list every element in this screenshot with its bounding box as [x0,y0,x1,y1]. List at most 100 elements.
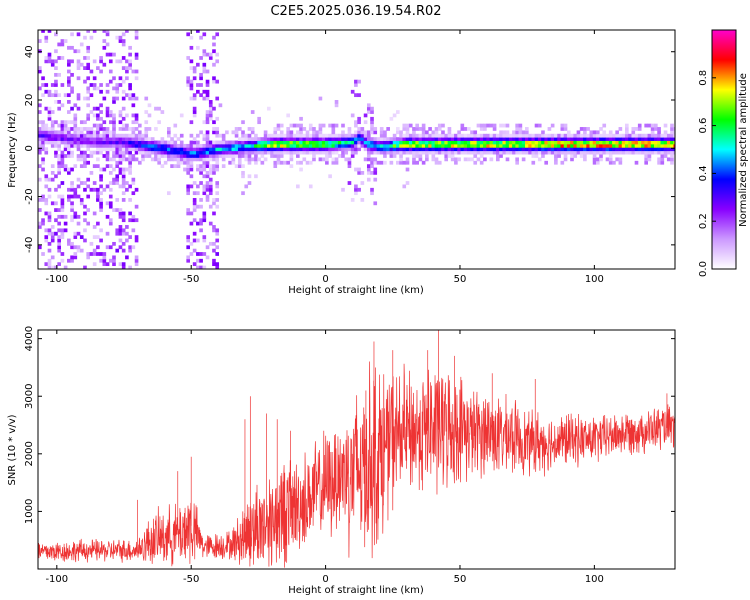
heatmap-cell [612,143,616,148]
heatmap-cell [608,150,613,155]
heatmap-cell [73,255,78,260]
heatmap-cell [202,147,207,152]
y-tick-label: 0 [24,145,35,151]
heatmap-cell [60,252,65,256]
heatmap-cell [418,143,423,148]
heatmap-cell [131,96,136,101]
heatmap-cell [134,150,139,155]
heatmap-cell [608,160,613,165]
heatmap-cell [347,133,352,138]
heatmap-cell [89,137,94,141]
heatmap-cell [199,76,203,81]
heatmap-cell [347,127,352,131]
heatmap-cell [531,137,536,141]
heatmap-cell [483,143,487,148]
heatmap-cell [212,79,216,84]
heatmap-cell [254,174,258,179]
heatmap-cell [125,187,129,192]
heatmap-cell [83,238,87,243]
heatmap-cell [215,228,220,233]
heatmap-cell [628,140,632,145]
heatmap-cell [96,123,100,128]
heatmap-cell [499,147,503,152]
heatmap-cell [121,116,126,121]
heatmap-cell [666,137,671,141]
heatmap-cell [515,160,519,165]
heatmap-cell [625,123,629,128]
heatmap-cell [408,137,413,141]
heatmap-cell [44,35,49,40]
heatmap-cell [492,143,497,148]
heatmap-cell [631,150,636,155]
heatmap-cell [192,198,197,202]
heatmap-cell [137,123,142,128]
heatmap-cell [92,150,97,155]
heatmap-cell [41,137,45,141]
heatmap-cell [60,39,65,43]
heatmap-cell [286,143,290,148]
heatmap-cell [583,147,587,152]
heatmap-cell [341,150,345,155]
heatmap-cell [576,130,581,135]
heatmap-cell [212,225,216,229]
heatmap-cell [89,241,94,246]
heatmap-cell [79,198,84,202]
heatmap-cell [434,137,439,141]
heatmap-cell [70,89,74,94]
heatmap-cell [412,133,416,138]
heatmap-cell [663,137,668,141]
heatmap-cell [38,103,42,108]
heatmap-cell [196,258,200,263]
heatmap-cell [108,147,113,152]
heatmap-cell [608,154,613,158]
heatmap-cell [199,93,203,98]
heatmap-cell [105,143,110,148]
heatmap-cell [266,106,271,111]
heatmap-cell [266,143,271,148]
heatmap-cell [354,167,358,172]
heatmap-cell [50,177,55,182]
heatmap-cell [83,96,87,101]
heatmap-cell [47,177,52,182]
heatmap-cell [54,120,58,125]
heatmap-cell [441,130,445,135]
heatmap-cell [76,140,81,145]
y-tick-label: 2000 [24,441,35,466]
heatmap-cell [54,265,58,269]
heatmap-cell [205,79,210,84]
heatmap-cell [334,140,339,145]
heatmap-cell [125,127,129,131]
heatmap-cell [412,137,416,141]
heatmap-cell [650,137,655,141]
heatmap-cell [283,133,287,138]
heatmap-cell [199,154,203,158]
heatmap-cell [179,113,184,118]
heatmap-cell [654,150,658,155]
heatmap-cell [334,143,339,148]
heatmap-cell [576,150,581,155]
heatmap-cell [54,137,58,141]
heatmap-cell [47,52,52,57]
heatmap-cell [618,157,623,162]
heatmap-cell [221,154,226,158]
heatmap-cell [331,147,336,152]
heatmap-cell [118,59,123,64]
heatmap-cell [447,143,452,148]
heatmap-cell [392,143,397,148]
heatmap-cell [102,39,107,43]
heatmap-cell [70,255,74,260]
heatmap-cell [418,154,423,158]
heatmap-cell [528,150,532,155]
heatmap-cell [373,130,378,135]
heatmap-cell [170,137,174,141]
heatmap-cell [83,79,87,84]
heatmap-cell [637,133,642,138]
heatmap-cell [431,154,436,158]
heatmap-cell [134,32,139,37]
heatmap-cell [270,147,274,152]
heatmap-cell [54,72,58,77]
heatmap-cell [121,181,126,185]
heatmap-cell [560,123,565,128]
heatmap-cell [186,167,190,172]
heatmap-cell [137,133,142,138]
